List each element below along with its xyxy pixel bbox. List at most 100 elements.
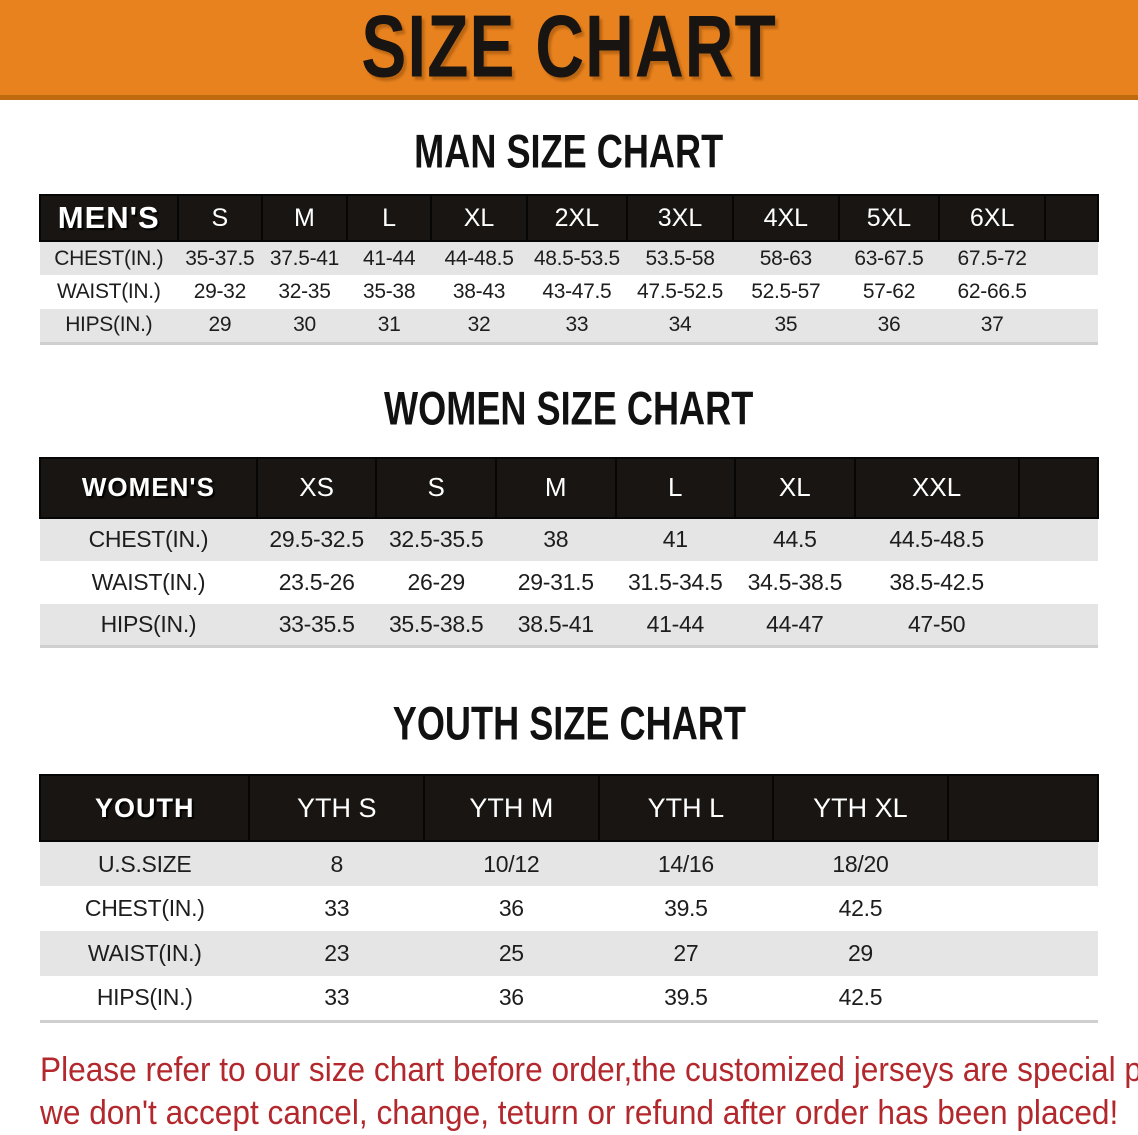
measurement-value-cell: 41-44 <box>346 241 432 275</box>
womens-size-table: WOMEN'S XS S M L XL XXL CHEST(IN.) 29.5-32.5 32.5… <box>39 456 1100 648</box>
measurement-value-cell: 44.5 <box>735 517 855 561</box>
measurement-row: U.S.SIZE 8 10/12 14/16 18/20 <box>40 841 1098 886</box>
measurement-value-cell: 44.5-48.5 <box>854 517 1019 561</box>
measurement-value-cell: 44-48.5 <box>431 241 527 275</box>
measurement-value-cell: 18/20 <box>773 841 948 886</box>
measurement-row-label: HIPS(IN.) <box>96 984 193 1011</box>
measurement-value-cell: 34 <box>627 309 733 343</box>
measurement-value-cell: 36 <box>498 984 524 1011</box>
size-column-header: XL <box>430 194 528 242</box>
youth-chart-heading: YOUTH SIZE CHART <box>392 697 746 750</box>
size-group-label: YOUTH <box>38 774 251 842</box>
youth-size-table: YOUTH YTH S YTH M YTH L YTH XL U.S.SIZE 8 10/12… <box>38 774 1100 1023</box>
measurement-value-cell: 10/12 <box>424 841 599 886</box>
measurement-value-cell: 29.5-32.5 <box>256 517 377 561</box>
size-column-header: 6XL <box>938 194 1047 242</box>
measurement-value-cell: 29-32 <box>193 280 247 303</box>
measurement-row-label: CHEST(IN.) <box>84 895 205 921</box>
size-column-header: XL <box>734 456 856 519</box>
size-column-header: XS <box>255 456 378 519</box>
header-spacer-cell <box>1017 456 1100 519</box>
measurement-row: HIPS(IN.) 33 36 39.5 42.5 <box>40 976 1098 1021</box>
measurement-value-cell: 48.5-53.5 <box>526 241 628 275</box>
measurement-value-cell: 25 <box>424 931 599 976</box>
measurement-row-label: U.S.SIZE <box>40 841 250 886</box>
row-spacer-cell <box>948 886 1098 931</box>
measurement-value-cell: 39.5 <box>664 895 708 921</box>
row-spacer-cell <box>1045 309 1098 343</box>
measurement-value-cell: 35-37.5 <box>177 241 263 275</box>
size-column-header: YTH M <box>423 774 600 842</box>
measurement-row: WAIST(IN.) 29-32 32-35 35-38 38-43 43-47.5 47.… <box>40 275 1098 309</box>
size-chart-banner: SIZE CHART <box>0 0 1138 100</box>
measurement-value-cell: 58-63 <box>732 241 839 275</box>
size-column-header: YTH S <box>248 774 426 842</box>
measurement-value-cell: 43-47.5 <box>542 280 612 303</box>
measurement-value-cell: 67.5-72 <box>939 241 1046 275</box>
measurement-row-label: WAIST(IN.) <box>91 568 206 595</box>
size-column-header: 5XL <box>837 194 941 242</box>
mens-size-section: MAN SIZE CHART MEN'S S M L XL 2XL 3XL 4XL 5XL 6XL… <box>0 100 1138 345</box>
measurement-row: CHEST(IN.) 29.5-32.5 32.5-35.5 38 41 44.5 44.5… <box>40 517 1098 561</box>
measurement-row-label: CHEST(IN.) <box>40 517 257 561</box>
measurement-value-cell: 33 <box>324 984 350 1011</box>
measurement-value-cell: 32-35 <box>278 280 331 303</box>
header-spacer-cell <box>1044 194 1099 242</box>
measurement-value-cell: 30 <box>262 309 347 343</box>
size-column-header: M <box>261 194 348 242</box>
notice-line-1: Please refer to our size chart before or… <box>40 1050 1138 1089</box>
size-column-header: 3XL <box>626 194 734 242</box>
measurement-value-cell: 23 <box>249 931 425 976</box>
measurement-value-cell: 42.5 <box>838 895 883 921</box>
row-spacer-cell <box>1019 561 1098 604</box>
measurement-value-cell: 62-66.5 <box>957 280 1027 303</box>
measurement-row-label: CHEST(IN.) <box>40 241 178 275</box>
measurement-row: WAIST(IN.) 23.5-26 26-29 29-31.5 31.5-34.5 34… <box>40 561 1098 604</box>
measurement-value-cell: 23.5-26 <box>278 568 355 595</box>
measurement-value-cell: 26-29 <box>407 568 466 595</box>
measurement-row-label: HIPS(IN.) <box>40 309 178 343</box>
size-column-header: 2XL <box>525 194 629 242</box>
row-spacer-cell <box>948 976 1098 1021</box>
womens-chart-heading: WOMEN SIZE CHART <box>384 381 754 435</box>
measurement-value-cell: 44-47 <box>735 603 855 647</box>
measurement-value-cell: 38-43 <box>452 280 506 303</box>
measurement-value-cell: 27 <box>598 931 774 976</box>
measurement-value-cell: 33-35.5 <box>256 603 377 647</box>
mens-chart-heading: MAN SIZE CHART <box>414 125 724 178</box>
measurement-value-cell: 39.5 <box>664 984 708 1011</box>
measurement-value-cell: 32 <box>431 309 527 343</box>
measurement-value-cell: 29 <box>177 309 263 343</box>
size-column-header: L <box>614 456 737 519</box>
measurement-value-cell: 53.5-58 <box>627 241 733 275</box>
measurement-value-cell: 47-50 <box>854 603 1019 647</box>
size-column-header: S <box>375 456 497 519</box>
measurement-value-cell: 33 <box>324 895 350 921</box>
size-table-header-row: MEN'S S M L XL 2XL 3XL 4XL 5XL 6XL <box>39 194 1099 242</box>
measurement-value-cell: 41 <box>615 517 736 561</box>
measurement-value-cell: 33 <box>526 309 628 343</box>
size-column-header: YTH XL <box>772 774 949 842</box>
measurement-value-cell: 41-44 <box>615 603 736 647</box>
measurement-row: HIPS(IN.) 29 30 31 32 33 34 35 36 37 <box>40 309 1098 343</box>
measurement-value-cell: 47.5-52.5 <box>637 280 724 303</box>
measurement-value-cell: 34.5-38.5 <box>747 568 843 595</box>
mens-size-table: MEN'S S M L XL 2XL 3XL 4XL 5XL 6XL CHEST(IN.) 35-37… <box>39 194 1099 345</box>
measurement-value-cell: 36 <box>498 895 524 921</box>
measurement-value-cell: 38.5-41 <box>495 603 616 647</box>
measurement-value-cell: 37 <box>939 309 1046 343</box>
measurement-value-cell: 35.5-38.5 <box>376 603 496 647</box>
row-spacer-cell <box>1018 603 1098 647</box>
banner-title: SIZE CHART <box>361 0 777 97</box>
measurement-value-cell: 63-67.5 <box>838 241 940 275</box>
size-column-header: L <box>345 194 433 242</box>
row-spacer-cell <box>947 841 1098 886</box>
size-group-label: WOMEN'S <box>39 456 258 519</box>
size-column-header: 4XL <box>731 194 840 242</box>
size-column-header: XXL <box>853 456 1020 519</box>
measurement-value-cell: 29 <box>773 931 948 976</box>
measurement-value-cell: 35 <box>732 309 839 343</box>
measurement-row-label: WAIST(IN.) <box>40 931 250 976</box>
measurement-row-label: WAIST(IN.) <box>56 280 161 303</box>
row-spacer-cell <box>947 931 1098 976</box>
